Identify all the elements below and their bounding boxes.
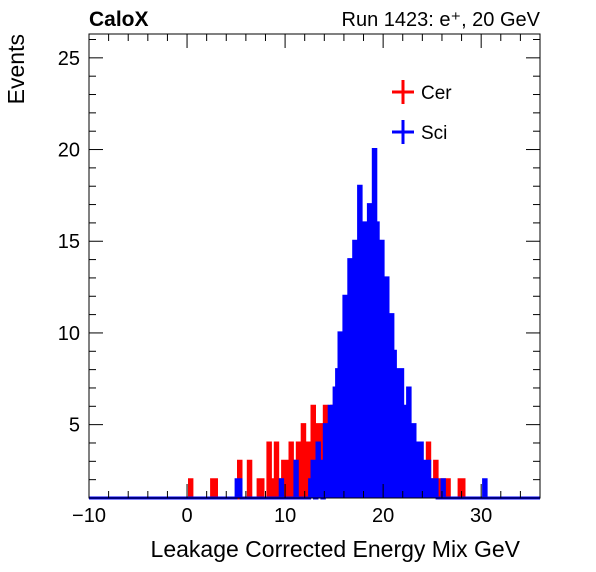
y-tick-label: 15: [58, 231, 80, 253]
legend-label-cer: Cer: [421, 83, 452, 104]
y-tick-label: 10: [58, 323, 80, 345]
y-axis-title: Events: [3, 34, 29, 104]
y-tick-label: 25: [58, 48, 80, 70]
x-tick-label: 30: [470, 505, 492, 527]
x-tick-label: 10: [274, 505, 296, 527]
plot-frame: [88, 33, 541, 499]
legend-label-sci: Sci: [421, 123, 447, 144]
x-axis-title: Leakage Corrected Energy Mix GeV: [151, 536, 521, 562]
legend-entry-sci: Sci: [392, 120, 447, 144]
run-label: Run 1423: e⁺, 20 GeV: [342, 9, 541, 31]
legend: Cer Sci: [392, 80, 452, 144]
x-tick-label: 0: [181, 505, 192, 527]
ticks-layer: −10 0 10 20 30 5 10 15 20 25: [58, 34, 541, 527]
x-tick-label: −10: [72, 505, 106, 527]
y-tick-label: 5: [69, 415, 80, 437]
legend-entry-cer: Cer: [392, 80, 452, 104]
experiment-label: CaloX: [89, 8, 149, 31]
y-tick-label: 20: [58, 140, 80, 162]
x-tick-label: 20: [372, 505, 394, 527]
